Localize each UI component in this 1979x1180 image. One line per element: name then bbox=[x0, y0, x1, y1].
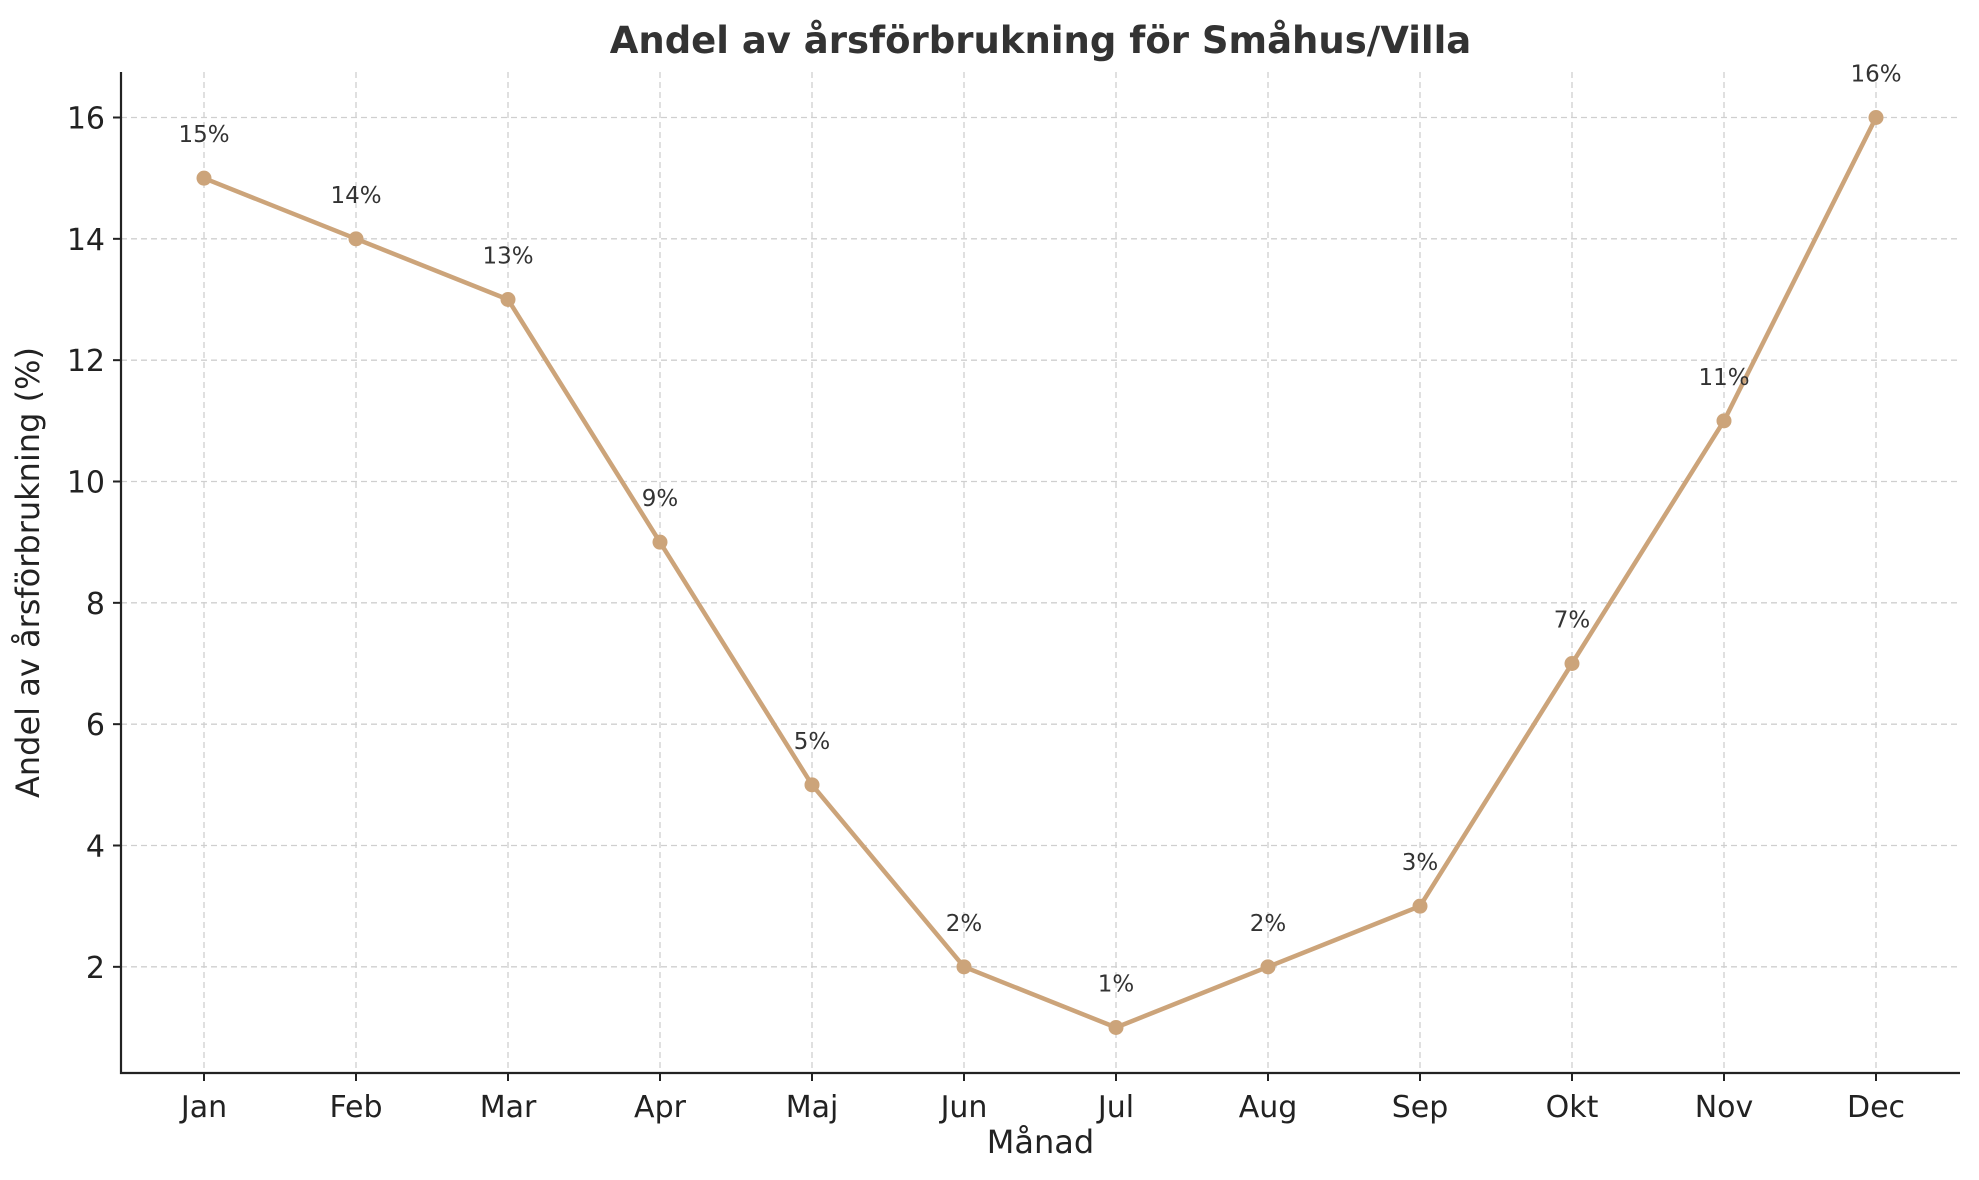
data-point bbox=[1108, 1020, 1124, 1035]
series-layer bbox=[196, 110, 1884, 1035]
data-point bbox=[652, 534, 668, 550]
x-tick-label: Sep bbox=[1392, 1090, 1449, 1125]
data-point bbox=[956, 959, 972, 975]
y-tick-label: 16 bbox=[67, 102, 105, 137]
x-axis-label: Månad bbox=[987, 1123, 1094, 1161]
data-label: 15% bbox=[178, 122, 229, 148]
data-point bbox=[348, 231, 364, 247]
axes-layer: Jan Feb Mar Apr Maj Jun Jul Aug Sep Okt Nov Dec 2 4 6 8… bbox=[67, 72, 1960, 1125]
data-labels-layer: 15% 14% 13% 9% 5% 2% 1% 2% 3% 7% 11% 16% bbox=[178, 62, 1901, 998]
x-tick-label: Mar bbox=[480, 1090, 537, 1125]
x-tick-label: Aug bbox=[1239, 1090, 1298, 1125]
data-label: 2% bbox=[1250, 911, 1287, 937]
axis-spines bbox=[119, 72, 1960, 1075]
y-tick-label: 8 bbox=[86, 587, 105, 622]
data-point bbox=[1260, 959, 1276, 975]
x-tick-label: Jul bbox=[1096, 1090, 1134, 1125]
data-label: 1% bbox=[1098, 972, 1135, 998]
data-label: 2% bbox=[946, 911, 983, 937]
data-label: 14% bbox=[330, 183, 381, 209]
x-tick-label: Nov bbox=[1695, 1090, 1754, 1125]
data-label: 9% bbox=[642, 486, 679, 512]
data-label: 5% bbox=[794, 729, 831, 755]
data-label: 13% bbox=[482, 244, 533, 270]
series-line bbox=[201, 115, 1879, 1030]
y-tick-label: 4 bbox=[86, 830, 105, 865]
data-point bbox=[196, 170, 212, 186]
y-tick-label: 6 bbox=[86, 708, 105, 743]
data-label: 11% bbox=[1698, 365, 1749, 391]
data-point bbox=[1868, 110, 1884, 125]
data-point bbox=[804, 777, 820, 793]
data-point bbox=[500, 292, 516, 307]
data-point bbox=[1716, 413, 1732, 429]
x-tick-label: Maj bbox=[786, 1090, 839, 1125]
x-tick-label: Dec bbox=[1847, 1090, 1905, 1125]
data-point bbox=[1564, 656, 1580, 671]
x-tick-label: Okt bbox=[1546, 1090, 1599, 1125]
x-tick-label: Feb bbox=[329, 1090, 382, 1125]
x-tick-label: Jun bbox=[939, 1090, 988, 1125]
data-label: 3% bbox=[1402, 850, 1439, 876]
y-axis-label: Andel av årsförbrukning (%) bbox=[9, 347, 47, 798]
x-tick-label: Jan bbox=[179, 1090, 227, 1125]
data-label: 16% bbox=[1850, 62, 1901, 88]
x-tick-label: Apr bbox=[634, 1090, 687, 1125]
y-tick-label: 10 bbox=[67, 466, 105, 501]
y-tick-label: 12 bbox=[67, 344, 105, 379]
y-tick-label: 2 bbox=[86, 951, 105, 986]
y-tick-label: 14 bbox=[67, 223, 105, 258]
chart-title: Andel av årsförbrukning för Småhus/Villa bbox=[610, 19, 1472, 62]
data-label: 7% bbox=[1554, 608, 1591, 634]
data-point bbox=[1412, 898, 1428, 914]
grid-layer bbox=[121, 72, 1960, 1073]
